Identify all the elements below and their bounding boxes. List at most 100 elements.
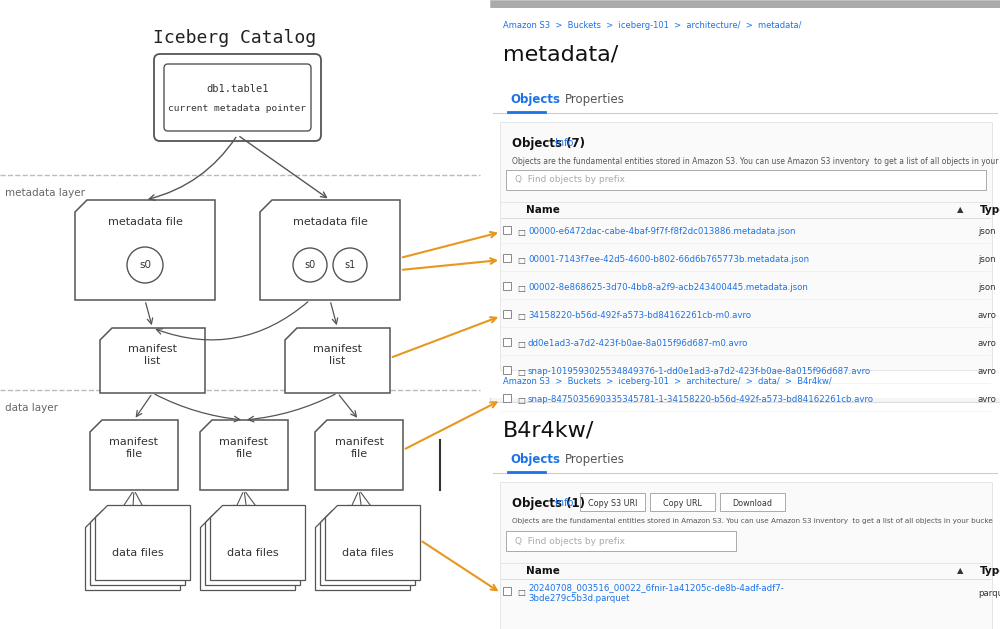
Text: manifest
file: manifest file bbox=[334, 437, 384, 459]
Bar bbox=[490, 402, 1000, 629]
Text: □: □ bbox=[517, 311, 525, 321]
Bar bbox=[720, 493, 785, 511]
Text: data layer: data layer bbox=[5, 403, 58, 413]
Text: avro: avro bbox=[978, 396, 997, 404]
Bar bbox=[503, 226, 511, 234]
Text: Q  Find objects by prefix: Q Find objects by prefix bbox=[515, 175, 625, 184]
Polygon shape bbox=[200, 420, 288, 490]
Text: Objects (7): Objects (7) bbox=[512, 136, 585, 150]
Circle shape bbox=[333, 248, 367, 282]
Text: Download: Download bbox=[732, 499, 772, 508]
Polygon shape bbox=[315, 420, 403, 490]
Text: data files: data files bbox=[112, 548, 163, 558]
Polygon shape bbox=[90, 420, 178, 490]
Text: Amazon S3  >  Buckets  >  iceberg-101  >  architecture/  >  data/  >  B4r4kw/: Amazon S3 > Buckets > iceberg-101 > arch… bbox=[503, 377, 832, 386]
Text: Objects: Objects bbox=[510, 94, 560, 106]
Bar bbox=[490, 0, 1000, 629]
Text: db1.table1: db1.table1 bbox=[206, 84, 269, 94]
Text: metadata file: metadata file bbox=[293, 217, 367, 227]
Text: manifest
list: manifest list bbox=[128, 344, 177, 366]
Polygon shape bbox=[210, 505, 305, 580]
Text: Info: Info bbox=[555, 138, 573, 148]
Text: metadata file: metadata file bbox=[108, 217, 182, 227]
Bar bbox=[503, 282, 511, 290]
Text: Q  Find objects by prefix: Q Find objects by prefix bbox=[515, 537, 625, 545]
Bar bbox=[0, 0, 480, 629]
Text: Type: Type bbox=[980, 205, 1000, 215]
Bar bbox=[506, 531, 736, 551]
Text: s0: s0 bbox=[139, 260, 151, 270]
Text: json: json bbox=[978, 228, 996, 237]
Text: Objects are the fundamental entities stored in Amazon S3. You can use Amazon S3 : Objects are the fundamental entities sto… bbox=[512, 518, 993, 524]
Text: manifest
file: manifest file bbox=[110, 437, 158, 459]
Text: s0: s0 bbox=[304, 260, 316, 270]
Text: Properties: Properties bbox=[565, 454, 625, 467]
Bar bbox=[580, 493, 645, 511]
Polygon shape bbox=[90, 510, 185, 585]
Circle shape bbox=[127, 247, 163, 283]
Text: current metadata pointer: current metadata pointer bbox=[168, 104, 306, 113]
Text: Objects (1): Objects (1) bbox=[512, 496, 585, 509]
Polygon shape bbox=[315, 515, 410, 590]
Text: Properties: Properties bbox=[565, 94, 625, 106]
Polygon shape bbox=[95, 505, 190, 580]
Text: Name: Name bbox=[526, 205, 560, 215]
Bar bbox=[500, 122, 992, 370]
Bar bbox=[500, 482, 992, 629]
FancyBboxPatch shape bbox=[154, 54, 321, 141]
Text: Copy URL: Copy URL bbox=[663, 499, 702, 508]
Text: 00002-8e868625-3d70-4bb8-a2f9-acb243400445.metadata.json: 00002-8e868625-3d70-4bb8-a2f9-acb2434004… bbox=[528, 284, 808, 292]
Text: avro: avro bbox=[978, 367, 997, 377]
Text: □: □ bbox=[517, 228, 525, 237]
Text: □: □ bbox=[517, 255, 525, 265]
Text: 00001-7143f7ee-42d5-4600-b802-66d6b765773b.metadata.json: 00001-7143f7ee-42d5-4600-b802-66d6b76577… bbox=[528, 255, 809, 265]
Bar bbox=[503, 366, 511, 374]
Text: Type: Type bbox=[980, 566, 1000, 576]
Text: 34158220-b56d-492f-a573-bd84162261cb-m0.avro: 34158220-b56d-492f-a573-bd84162261cb-m0.… bbox=[528, 311, 751, 321]
Text: data files: data files bbox=[342, 548, 393, 558]
Polygon shape bbox=[325, 505, 420, 580]
Text: manifest
file: manifest file bbox=[220, 437, 268, 459]
Text: Name: Name bbox=[526, 566, 560, 576]
Text: json: json bbox=[978, 255, 996, 265]
Polygon shape bbox=[320, 510, 415, 585]
Bar bbox=[490, 0, 1000, 8]
Bar bbox=[503, 338, 511, 346]
Circle shape bbox=[293, 248, 327, 282]
Text: s1: s1 bbox=[344, 260, 356, 270]
Bar bbox=[503, 254, 511, 262]
Polygon shape bbox=[205, 510, 300, 585]
Text: ▲: ▲ bbox=[957, 567, 963, 576]
Text: Info: Info bbox=[555, 498, 573, 508]
Text: Objects are the fundamental entities stored in Amazon S3. You can use Amazon S3 : Objects are the fundamental entities sto… bbox=[512, 157, 1000, 165]
Text: 20240708_003516_00022_6fnir-1a41205c-de8b-4adf-adf7-
3bde279c5b3d.parquet: 20240708_003516_00022_6fnir-1a41205c-de8… bbox=[528, 583, 784, 603]
Bar bbox=[506, 170, 986, 190]
Text: avro: avro bbox=[978, 340, 997, 348]
Text: json: json bbox=[978, 284, 996, 292]
Text: Copy S3 URI: Copy S3 URI bbox=[588, 499, 637, 508]
Bar bbox=[490, 8, 1000, 398]
Text: metadata/: metadata/ bbox=[503, 45, 618, 65]
Text: Iceberg Catalog: Iceberg Catalog bbox=[153, 29, 317, 47]
Text: data files: data files bbox=[227, 548, 278, 558]
Bar bbox=[503, 587, 511, 595]
Text: snap-8475035690335345781-1-34158220-b56d-492f-a573-bd84162261cb.avro: snap-8475035690335345781-1-34158220-b56d… bbox=[528, 396, 874, 404]
Polygon shape bbox=[260, 200, 400, 300]
Text: dd0e1ad3-a7d2-423f-b0ae-8a015f96d687-m0.avro: dd0e1ad3-a7d2-423f-b0ae-8a015f96d687-m0.… bbox=[528, 340, 748, 348]
Text: parquet: parquet bbox=[978, 589, 1000, 598]
Text: □: □ bbox=[517, 284, 525, 292]
Text: 00000-e6472dac-cabe-4baf-9f7f-f8f2dc013886.metadata.json: 00000-e6472dac-cabe-4baf-9f7f-f8f2dc0138… bbox=[528, 228, 796, 237]
Text: metadata layer: metadata layer bbox=[5, 188, 85, 198]
Bar bbox=[490, 0, 1000, 629]
Polygon shape bbox=[285, 328, 390, 393]
FancyBboxPatch shape bbox=[164, 64, 311, 131]
Text: □: □ bbox=[517, 340, 525, 348]
Text: Amazon S3  >  Buckets  >  iceberg-101  >  architecture/  >  metadata/: Amazon S3 > Buckets > iceberg-101 > arch… bbox=[503, 21, 802, 30]
Text: Objects: Objects bbox=[510, 454, 560, 467]
Text: manifest
list: manifest list bbox=[313, 344, 362, 366]
Polygon shape bbox=[85, 515, 180, 590]
Bar bbox=[503, 310, 511, 318]
Text: ▲: ▲ bbox=[957, 206, 963, 214]
Text: □: □ bbox=[517, 396, 525, 404]
Text: B4r4kw/: B4r4kw/ bbox=[503, 420, 594, 440]
